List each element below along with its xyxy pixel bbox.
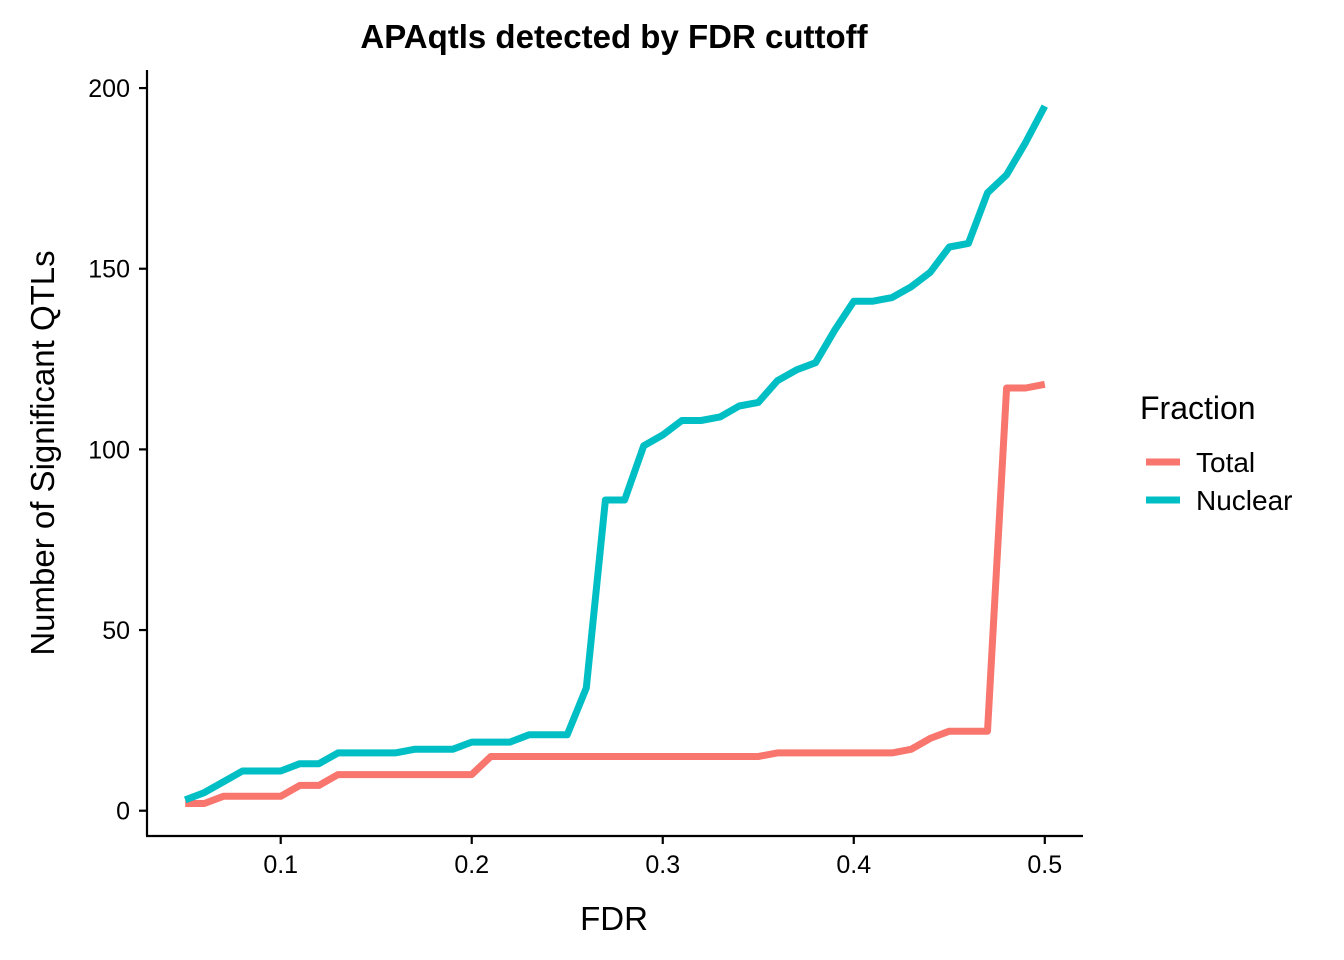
y-axis-ticks: 0 50 100 150 200	[88, 75, 147, 826]
y-tick-label: 150	[88, 256, 130, 284]
x-axis-title: FDR	[580, 900, 648, 937]
x-tick-label: 0.2	[454, 851, 489, 879]
y-tick-label: 200	[88, 75, 130, 103]
y-tick-label: 100	[88, 436, 130, 464]
plot-area	[183, 104, 1048, 807]
series-line-nuclear	[183, 104, 1048, 804]
x-axis-ticks: 0.1 0.2 0.3 0.4 0.5	[263, 836, 1062, 879]
x-tick-label: 0.4	[836, 851, 871, 879]
chart-title: APAqtls detected by FDR cuttoff	[360, 18, 868, 55]
legend-label-nuclear: Nuclear	[1196, 485, 1292, 516]
y-tick-label: 0	[116, 798, 130, 826]
series-lines	[183, 104, 1048, 807]
legend: Fraction Total Nuclear	[1140, 390, 1292, 516]
y-tick-label: 50	[102, 617, 130, 645]
legend-title: Fraction	[1140, 390, 1256, 426]
x-tick-label: 0.5	[1027, 851, 1062, 879]
x-tick-label: 0.3	[645, 851, 680, 879]
x-tick-label: 0.1	[263, 851, 298, 879]
legend-label-total: Total	[1196, 447, 1255, 478]
series-line-total	[185, 380, 1046, 807]
y-axis-title: Number of Significant QTLs	[24, 250, 61, 655]
